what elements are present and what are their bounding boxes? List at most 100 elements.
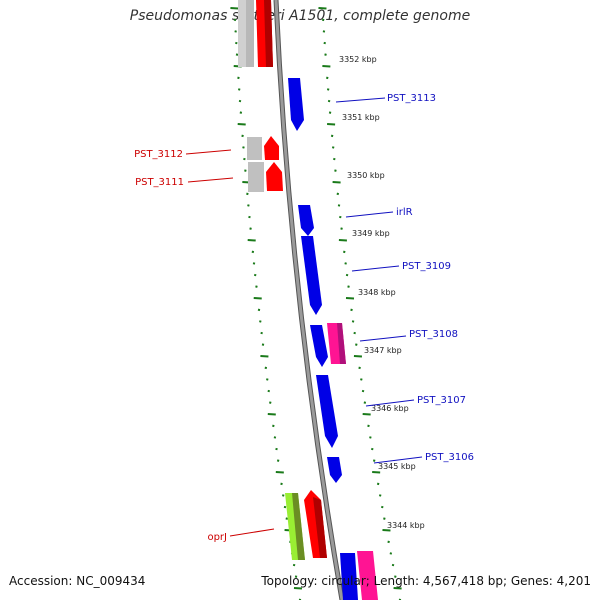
minor-tick — [372, 459, 376, 462]
gene-pst3111-gray[interactable] — [248, 162, 264, 192]
gene-label-irlr[interactable]: irlR — [396, 207, 413, 218]
major-tick — [338, 239, 347, 242]
kbp-label: 3346 kbp — [371, 404, 409, 413]
minor-tick — [247, 204, 250, 207]
major-tick — [237, 123, 246, 126]
minor-tick — [326, 88, 330, 91]
minor-tick — [275, 447, 278, 451]
gene-pst3108-blue[interactable] — [310, 325, 328, 367]
minor-tick — [237, 76, 240, 80]
gene-label-pst3112[interactable]: PST_3112 — [134, 149, 183, 160]
minor-tick — [257, 308, 261, 312]
minor-tick — [292, 563, 296, 567]
gene-label-pst3111[interactable]: PST_3111 — [135, 177, 184, 188]
gene-pst3113[interactable] — [288, 78, 304, 131]
minor-tick — [327, 99, 331, 103]
minor-tick — [261, 343, 265, 346]
kbp-label: 3348 kbp — [358, 288, 396, 297]
leader-line — [185, 149, 232, 155]
gene-label-pst3113[interactable]: PST_3113 — [387, 93, 436, 104]
minor-tick — [334, 169, 337, 172]
gene-top-lightgray[interactable] — [238, 0, 246, 67]
major-tick — [260, 355, 269, 358]
minor-tick — [326, 76, 329, 80]
leader-line — [373, 456, 423, 464]
minor-tick — [252, 262, 256, 265]
minor-tick — [330, 134, 334, 138]
minor-tick — [260, 331, 263, 335]
minor-tick — [322, 30, 326, 33]
minor-tick — [269, 401, 272, 404]
major-tick — [275, 471, 284, 474]
gene-label-pst3109[interactable]: PST_3109 — [402, 261, 451, 272]
gene-pst3108-rna-shade[interactable] — [337, 323, 346, 364]
gene-label-pst3107[interactable]: PST_3107 — [417, 395, 466, 406]
genome-stats-text: Topology: circular; Length: 4,567,418 bp… — [261, 574, 591, 588]
minor-tick — [255, 285, 258, 288]
minor-tick — [391, 563, 395, 567]
gene-oprj-red-shade[interactable] — [313, 497, 327, 558]
minor-tick — [285, 517, 289, 520]
minor-tick — [294, 575, 298, 578]
gene-label-oprj[interactable]: oprJ — [207, 532, 227, 543]
major-tick — [293, 587, 303, 590]
minor-tick — [381, 505, 384, 509]
major-tick — [322, 65, 331, 68]
minor-tick — [321, 18, 325, 22]
minor-tick — [281, 494, 285, 497]
minor-tick — [283, 505, 287, 509]
minor-tick — [248, 215, 251, 219]
genome-backbone-highlight — [274, 0, 344, 600]
minor-tick — [371, 447, 374, 451]
gene-pst3109[interactable] — [301, 236, 322, 315]
leader-line — [229, 528, 275, 537]
gene-pst3112-gray[interactable] — [247, 137, 262, 160]
minor-tick — [233, 18, 237, 22]
gene-pst3106[interactable] — [327, 457, 342, 483]
gene-bottom-rna[interactable] — [357, 551, 378, 600]
major-tick — [230, 7, 239, 10]
minor-tick — [360, 378, 363, 381]
gene-bottom-blue[interactable] — [340, 553, 358, 600]
gene-irlr-small[interactable] — [298, 205, 314, 236]
major-tick — [362, 413, 371, 416]
minor-tick — [376, 482, 380, 486]
gene-label-pst3106[interactable]: PST_3106 — [425, 452, 474, 463]
minor-tick — [350, 308, 353, 312]
minor-tick — [244, 169, 247, 172]
minor-tick — [235, 41, 238, 45]
minor-tick — [242, 146, 245, 149]
minor-tick — [353, 331, 356, 335]
minor-tick — [249, 227, 252, 230]
minor-tick — [239, 111, 243, 114]
minor-tick — [267, 389, 270, 393]
major-tick — [345, 297, 355, 300]
accession-text: Accession: NC_009434 — [9, 574, 146, 588]
minor-tick — [343, 250, 346, 254]
gene-top-red-shade[interactable] — [264, 0, 273, 67]
minor-tick — [266, 378, 269, 381]
gene-label-pst3108[interactable]: PST_3108 — [409, 329, 458, 340]
minor-tick — [394, 575, 397, 578]
minor-tick — [331, 146, 335, 149]
gene-pst3111-red[interactable] — [266, 162, 283, 191]
leader-line — [365, 399, 415, 407]
leader-line — [187, 177, 234, 183]
gene-pst3112-red[interactable] — [264, 136, 279, 160]
minor-tick — [347, 285, 350, 288]
minor-tick — [337, 204, 341, 207]
kbp-label: 3350 kbp — [347, 171, 385, 180]
minor-tick — [273, 436, 277, 439]
gene-oprj-olive[interactable] — [292, 493, 305, 560]
kbp-label: 3347 kbp — [364, 346, 402, 355]
major-tick — [332, 181, 341, 184]
minor-tick — [328, 111, 332, 114]
minor-tick — [333, 157, 336, 161]
kbp-label: 3351 kbp — [342, 113, 380, 122]
major-tick — [318, 7, 327, 10]
gene-pst3107[interactable] — [316, 375, 338, 448]
leader-line — [335, 97, 386, 103]
minor-tick — [389, 552, 393, 555]
kbp-label: 3345 kbp — [378, 462, 416, 471]
